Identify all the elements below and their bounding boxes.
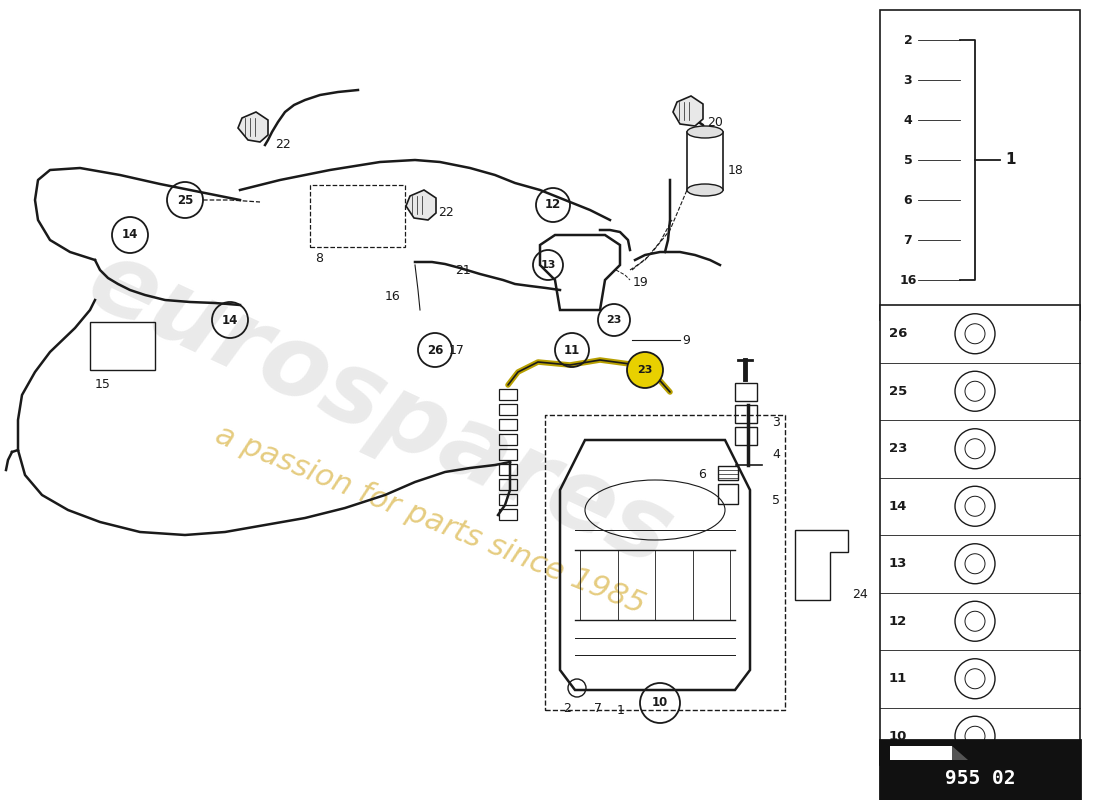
Text: 2: 2	[563, 702, 571, 714]
Bar	[718, 466, 738, 480]
Text: 12: 12	[889, 614, 908, 628]
Bar	[90, 322, 155, 370]
Text: 26: 26	[427, 343, 443, 357]
Text: 18: 18	[728, 163, 744, 177]
Text: 10: 10	[889, 730, 908, 742]
Polygon shape	[952, 746, 968, 760]
Text: 23: 23	[606, 315, 621, 325]
Text: 11: 11	[889, 672, 908, 686]
Ellipse shape	[688, 184, 723, 196]
Text: 4: 4	[772, 449, 780, 462]
Circle shape	[627, 352, 663, 388]
Text: 8: 8	[315, 251, 323, 265]
Text: 25: 25	[177, 194, 194, 206]
Text: 12: 12	[544, 198, 561, 211]
Bar	[735, 427, 757, 445]
Bar	[718, 484, 738, 504]
Text: 9: 9	[682, 334, 690, 346]
Text: 15: 15	[95, 378, 111, 391]
Text: 23: 23	[637, 365, 652, 375]
Text: 6: 6	[698, 469, 706, 482]
Text: 22: 22	[438, 206, 453, 218]
Text: 10: 10	[652, 697, 668, 710]
Text: 14: 14	[122, 229, 139, 242]
Polygon shape	[238, 112, 268, 142]
Polygon shape	[406, 190, 436, 220]
Text: 19: 19	[632, 275, 649, 289]
Bar	[499, 494, 517, 505]
Text: 16: 16	[384, 290, 400, 303]
Text: 11: 11	[564, 343, 580, 357]
Bar	[688, 132, 723, 190]
Text: 17: 17	[449, 343, 465, 357]
Text: 14: 14	[222, 314, 239, 326]
Text: 26: 26	[889, 327, 908, 340]
Bar	[499, 449, 517, 460]
Text: 21: 21	[455, 263, 471, 277]
Polygon shape	[673, 96, 703, 126]
Bar	[735, 383, 757, 401]
Bar	[499, 419, 517, 430]
Text: 16: 16	[900, 274, 916, 286]
Text: 22: 22	[275, 138, 290, 151]
Text: 2: 2	[903, 34, 912, 46]
Text: 23: 23	[889, 442, 908, 455]
Ellipse shape	[688, 126, 723, 138]
Text: 25: 25	[889, 385, 908, 398]
Text: 5: 5	[772, 494, 780, 506]
Bar	[880, 305, 1080, 765]
Text: 13: 13	[540, 260, 556, 270]
Bar	[499, 479, 517, 490]
Text: a passion for parts since 1985: a passion for parts since 1985	[211, 420, 649, 620]
Bar	[735, 405, 757, 423]
Bar	[890, 746, 952, 760]
Bar	[880, 10, 1080, 320]
Text: 7: 7	[903, 234, 912, 246]
Text: 3: 3	[772, 415, 780, 429]
Text: 6: 6	[904, 194, 912, 206]
Bar	[499, 389, 517, 400]
Bar	[880, 740, 1080, 800]
Text: eurospares: eurospares	[73, 232, 688, 588]
Bar	[499, 404, 517, 415]
Text: 13: 13	[889, 558, 908, 570]
Text: 4: 4	[903, 114, 912, 126]
Text: 24: 24	[852, 589, 868, 602]
Text: 1: 1	[1005, 153, 1015, 167]
Text: 14: 14	[889, 500, 908, 513]
Bar	[499, 464, 517, 475]
Text: 20: 20	[707, 115, 723, 129]
Text: 1: 1	[617, 703, 625, 717]
Bar	[499, 434, 517, 445]
Text: 955 02: 955 02	[945, 769, 1015, 787]
Text: 7: 7	[594, 702, 602, 714]
Text: 3: 3	[904, 74, 912, 86]
Text: 5: 5	[903, 154, 912, 166]
Bar	[499, 509, 517, 520]
